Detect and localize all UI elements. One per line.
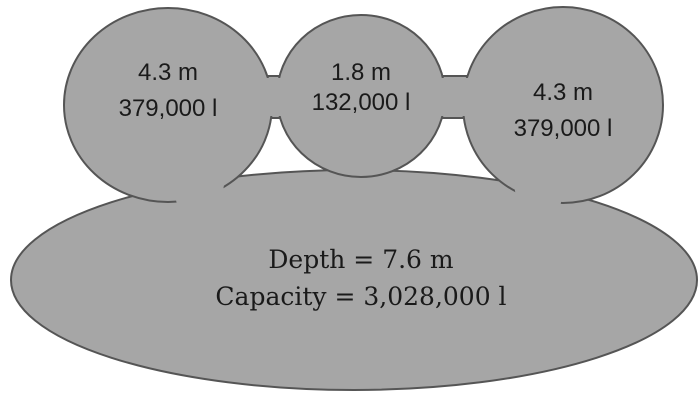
- main-pool: [10, 169, 698, 391]
- middle-pool-capacity: 132,000 l: [312, 89, 411, 116]
- main-pool-capacity: Capacity = 3,028,000 l: [215, 282, 506, 311]
- left-pool-capacity: 379,000 l: [119, 95, 218, 122]
- left-pool-depth: 4.3 m: [138, 59, 198, 86]
- channel-left-fill: [255, 78, 300, 116]
- channel-right-fill: [428, 78, 473, 116]
- right-pool-depth: 4.3 m: [533, 79, 593, 106]
- neck-left-fill: [172, 185, 224, 208]
- neck-right-fill: [514, 185, 564, 208]
- main-pool-depth: Depth = 7.6 m: [268, 245, 454, 274]
- right-pool-capacity: 379,000 l: [514, 115, 613, 142]
- middle-pool-depth: 1.8 m: [331, 59, 391, 86]
